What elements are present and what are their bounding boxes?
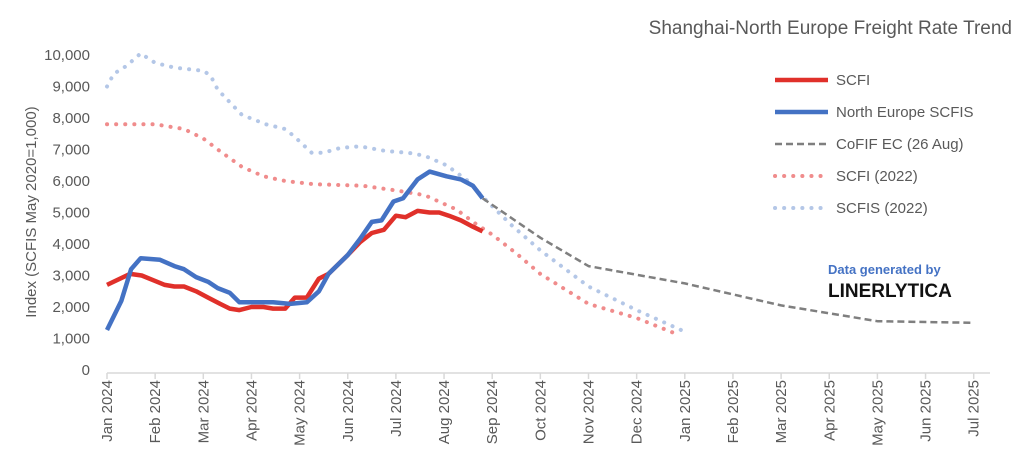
x-tick-label: Dec 2024: [629, 380, 646, 444]
series-line-north-europe-scfis: [104, 169, 485, 331]
chart-title: Shanghai-North Europe Freight Rate Trend: [649, 18, 1012, 39]
x-tick-label: Nov 2024: [581, 380, 598, 444]
x-tick-label: Jul 2024: [388, 380, 405, 437]
x-tick-label: Aug 2024: [436, 380, 453, 444]
x-tick-label: Mar 2024: [195, 380, 212, 443]
legend-label: SCFI: [836, 72, 870, 89]
y-tick-label: 4,000: [52, 236, 90, 253]
x-tick-label: May 2024: [292, 380, 309, 446]
y-axis: 0 1,000 2,000 3,000 4,000 5,000 6,000 7,000 8,00…: [44, 47, 90, 379]
credit-line: Data generated by: [828, 262, 941, 277]
legend-label: SCFIS (2022): [836, 200, 928, 217]
y-tick-label: 9,000: [52, 79, 90, 96]
x-tick-label: Jul 2025: [966, 380, 983, 437]
x-tick-label: Jan 2024: [99, 380, 116, 442]
legend-label: SCFI (2022): [836, 168, 918, 185]
series-line-scfi: [106, 208, 484, 313]
x-tick-label: Sep 2024: [484, 380, 501, 444]
x-tick-label: Apr 2025: [821, 380, 838, 441]
x-tick-label: Feb 2024: [147, 380, 164, 443]
legend: SCFI North Europe SCFIS CoFIF EC (26 Aug) S…: [773, 72, 974, 217]
x-tick-label: Mar 2025: [773, 380, 790, 443]
x-tick-label: Oct 2024: [532, 380, 549, 441]
x-tick-label: Jun 2024: [340, 380, 357, 442]
x-axis: Jan 2024 Feb 2024 Mar 2024 Apr 2024 May 2024…: [99, 373, 983, 446]
legend-label: CoFIF EC (26 Aug): [836, 136, 964, 153]
x-tick-label: Jun 2025: [918, 380, 935, 442]
y-tick-label: 6,000: [52, 173, 90, 190]
y-tick-label: 1,000: [52, 331, 90, 348]
y-axis-label: Index (SCFIS May 2020=1,000): [23, 106, 40, 317]
series-line-scfi-2022-: [105, 122, 682, 338]
series-group: [104, 51, 974, 338]
x-tick-label: Apr 2024: [243, 380, 260, 441]
y-tick-label: 2,000: [52, 299, 90, 316]
y-tick-label: 5,000: [52, 205, 90, 222]
x-tick-label: Feb 2025: [725, 380, 742, 443]
y-tick-label: 7,000: [52, 142, 90, 159]
y-tick-label: 8,000: [52, 110, 90, 127]
x-tick-label: May 2025: [869, 380, 886, 446]
x-tick-label: Jan 2025: [677, 380, 694, 442]
credit-brand: LINERLYTICA: [828, 281, 952, 302]
legend-label: North Europe SCFIS: [836, 104, 974, 121]
y-tick-label: 3,000: [52, 268, 90, 285]
series-line-cofif-ec-26-aug-: [481, 197, 974, 325]
y-tick-label: 10,000: [44, 47, 90, 64]
y-tick-label: 0: [82, 362, 90, 379]
